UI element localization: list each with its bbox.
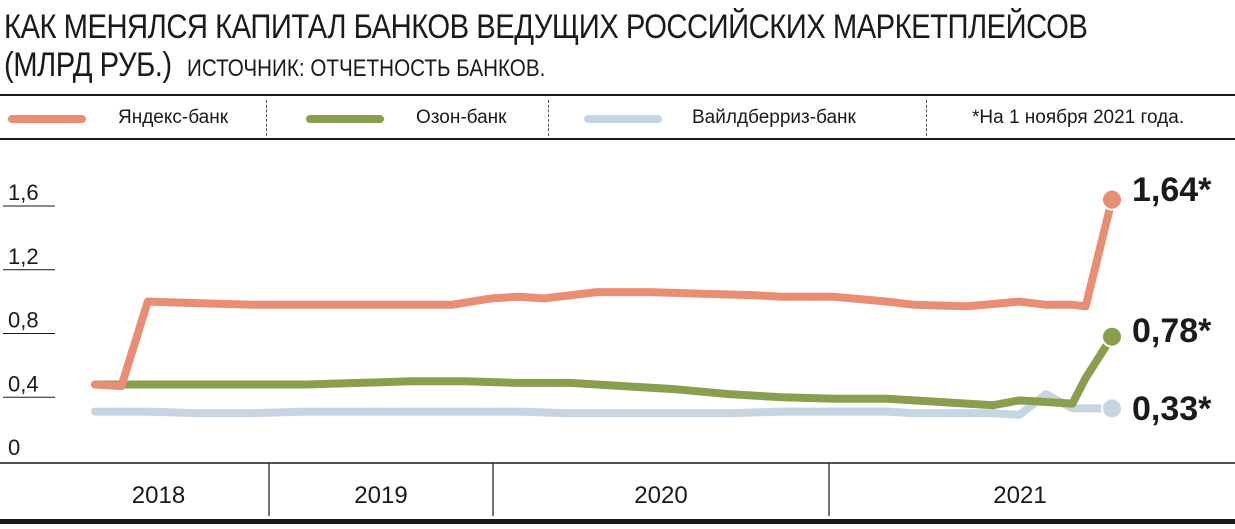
series-line: [91, 195, 1116, 391]
legend-swatch-wildberries: [584, 115, 662, 123]
legend-separator: [926, 100, 927, 136]
series-endpoint: [1101, 397, 1123, 420]
y-tick-label: 1,2: [8, 244, 39, 269]
x-tick-label: 2020: [634, 482, 687, 509]
legend-swatch-ozon: [306, 115, 384, 123]
y-tick-label: 0,8: [8, 308, 39, 333]
series-line: [91, 332, 1116, 410]
legend-separator: [548, 100, 549, 136]
top-rule: [0, 94, 1235, 96]
y-tick-label: 0,4: [8, 371, 39, 396]
y-tick-label: 0: [8, 435, 20, 460]
legend-separator: [266, 100, 267, 136]
series-line: [91, 390, 1116, 419]
footnote: *На 1 ноября 2021 года.: [972, 107, 1185, 128]
title-line-2: (МЛРД РУБ.) ИСТОЧНИК: ОТЧЕТНОСТЬ БАНКОВ.: [4, 46, 1058, 88]
title-line-1: КАК МЕНЯЛСЯ КАПИТАЛ БАНКОВ ВЕДУЩИХ РОССИ…: [4, 8, 1088, 46]
series-endpoint: [1101, 325, 1123, 348]
x-tick-label: 2018: [132, 482, 185, 509]
bottom-rule: [0, 519, 1235, 524]
data-label: 0,78*: [1132, 312, 1212, 350]
legend-rule: [0, 138, 1235, 140]
legend-swatch-yandex: [8, 115, 86, 123]
title-unit: (МЛРД РУБ.): [4, 46, 172, 84]
y-tick-label: 1,6: [8, 180, 39, 205]
x-tick-label: 2019: [354, 482, 407, 509]
source-note: ИСТОЧНИК: ОТЧЕТНОСТЬ БАНКОВ.: [187, 55, 546, 82]
x-tick-label: 2021: [993, 482, 1046, 509]
data-label: 0,33*: [1132, 390, 1212, 428]
series-endpoint: [1101, 188, 1123, 211]
legend-label-ozon: Озон-банк: [416, 107, 507, 128]
data-label: 1,64*: [1132, 171, 1212, 209]
legend-label-yandex: Яндекс-банк: [118, 107, 229, 128]
chart-title: КАК МЕНЯЛСЯ КАПИТАЛ БАНКОВ ВЕДУЩИХ РОССИ…: [4, 8, 1088, 88]
legend-label-wildberries: Вайлдберриз-банк: [692, 107, 856, 128]
